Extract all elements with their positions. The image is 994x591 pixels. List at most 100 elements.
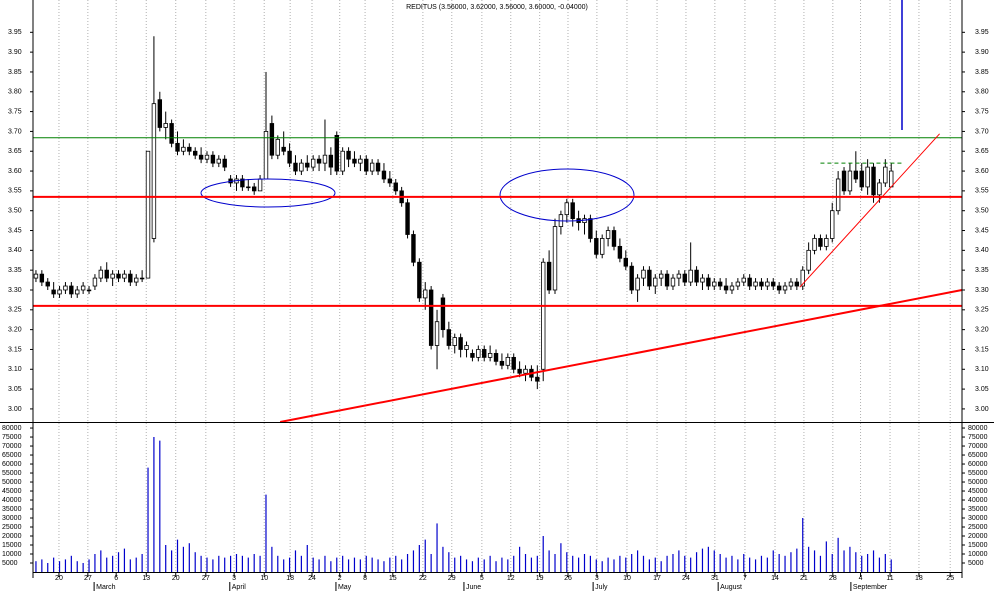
candle-body (753, 281, 758, 287)
y-tick-label: 3.60 (8, 168, 22, 175)
candle-body (269, 123, 275, 156)
candle-body (145, 150, 151, 279)
candle-body (45, 281, 50, 287)
x-tick-label: 27 (202, 575, 210, 582)
candle-body (765, 281, 770, 287)
candle-body (328, 154, 334, 168)
x-tick-label: 27 (84, 575, 92, 582)
x-tick-label: 29 (448, 575, 456, 582)
y-tick-label: 3.45 (8, 227, 22, 234)
candle-body (729, 285, 735, 291)
y-tick-label: 3.40 (975, 247, 989, 254)
y-tick-label: 3.30 (8, 287, 22, 294)
candle-body (546, 261, 552, 291)
candle-body (428, 289, 434, 346)
overlays (33, 0, 963, 423)
x-tick-label: 14 (771, 575, 779, 582)
candle-body (364, 158, 369, 172)
volume-tick-label: 35000 (2, 506, 22, 513)
candle-body (69, 285, 74, 295)
candle-body (352, 158, 357, 164)
x-tick-label: 13 (142, 575, 150, 582)
candle-body (275, 138, 280, 156)
candle-body (110, 273, 115, 279)
candle-body (617, 245, 623, 259)
volume-tick-label: 5000 (2, 560, 18, 567)
candle-body (116, 273, 121, 279)
candle-body (163, 123, 168, 128)
candle-body (493, 353, 499, 362)
volume-tick-label: 45000 (968, 488, 988, 495)
candle-body (871, 166, 876, 196)
month-label: April (232, 584, 246, 591)
candle-body (287, 150, 292, 164)
month-label: August (720, 584, 742, 591)
volume-tick-label: 70000 (968, 443, 988, 450)
candle-body (33, 273, 39, 279)
volume-tick-label: 45000 (2, 488, 22, 495)
y-tick-label: 3.10 (975, 366, 989, 373)
volume-tick-label: 65000 (2, 452, 22, 459)
candle-body (564, 202, 570, 216)
x-tick-label: 5 (480, 575, 484, 582)
highlight-ellipse (200, 178, 336, 208)
x-tick-label: 10 (260, 575, 268, 582)
y-tick-label: 3.75 (975, 108, 989, 115)
candle-body (175, 142, 180, 152)
candle-body (712, 281, 717, 287)
candle-body (257, 178, 263, 192)
candle-body (694, 269, 699, 283)
y-tick-label: 3.90 (975, 49, 989, 56)
volume-tick-label: 25000 (2, 524, 22, 531)
candle-body (735, 281, 741, 287)
candle-body (157, 99, 163, 128)
candle-body (322, 154, 328, 164)
candle-body (51, 289, 56, 295)
candle-body (824, 238, 829, 247)
candle-body (63, 285, 68, 291)
y-tick-label: 3.95 (8, 29, 22, 36)
volume-tick-label: 10000 (968, 551, 988, 558)
y-tick-label: 3.30 (975, 287, 989, 294)
candle-body (830, 210, 835, 239)
y-tick-label: 3.85 (975, 69, 989, 76)
volume-tick-label: 70000 (2, 443, 22, 450)
candle-body (841, 170, 847, 192)
candle-body (605, 230, 611, 239)
y-tick-label: 3.50 (8, 208, 22, 215)
candle-body (210, 154, 216, 164)
candle-body (216, 158, 221, 164)
candle-body (812, 238, 817, 251)
candle-body (623, 257, 628, 267)
candle-body (405, 202, 410, 235)
y-tick-label: 3.70 (975, 128, 989, 135)
candle-body (883, 166, 888, 184)
month-label: July (595, 584, 608, 591)
candle-body (487, 353, 493, 358)
candle-body (747, 277, 752, 287)
candle-body (181, 146, 186, 152)
highlight-ellipse (499, 168, 635, 222)
volume-tick-label: 80000 (2, 425, 22, 432)
y-tick-label: 3.00 (975, 406, 989, 413)
y-tick-label: 3.25 (8, 307, 22, 314)
candle-body (128, 273, 133, 283)
frame (0, 0, 994, 578)
volume-tick-label: 20000 (2, 533, 22, 540)
x-tick-label: 3 (595, 575, 599, 582)
candle-body (818, 238, 823, 247)
candle-body (434, 321, 440, 346)
y-tick-label: 3.20 (975, 326, 989, 333)
candle-body (204, 154, 210, 160)
candle-body (104, 269, 109, 279)
y-tick-label: 3.55 (8, 188, 22, 195)
candle-body (139, 277, 145, 280)
candle-body (310, 158, 316, 168)
candle-body (889, 170, 894, 188)
x-tick-label: 10 (623, 575, 631, 582)
candle-body (800, 269, 805, 287)
x-tick-label: 2 (338, 575, 342, 582)
candle-body (387, 178, 393, 184)
